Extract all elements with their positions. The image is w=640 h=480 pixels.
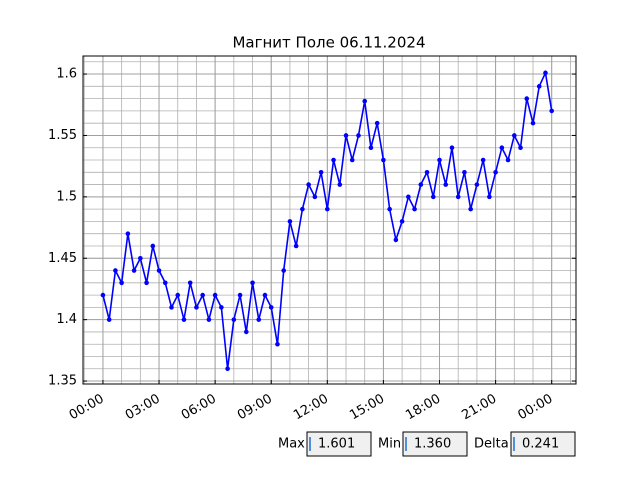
data-point (106, 317, 112, 322)
data-point (175, 292, 181, 298)
data-point (169, 305, 174, 310)
data-point (424, 169, 430, 175)
data-point (268, 305, 274, 310)
data-point (306, 182, 311, 187)
data-point (219, 305, 224, 310)
stat-value: 1.601 (318, 437, 355, 452)
data-point (487, 194, 492, 200)
data-point (287, 219, 293, 224)
data-point (412, 206, 417, 212)
data-point (437, 157, 442, 163)
plot-frame (82, 55, 577, 385)
data-point (250, 280, 255, 286)
y-tick-label: 1.55 (48, 128, 77, 143)
data-point (449, 145, 455, 151)
data-point (518, 145, 523, 151)
data-point (399, 219, 405, 224)
data-point (318, 169, 324, 175)
data-point (194, 305, 199, 310)
data-point (243, 329, 249, 335)
data-point (206, 317, 212, 322)
data-point (406, 194, 411, 200)
data-point (237, 292, 243, 298)
chart-title: Магнит Поле 06.11.2024 (232, 34, 425, 52)
data-point (362, 98, 368, 104)
data-point (300, 206, 305, 212)
data-point (231, 317, 237, 322)
data-point (387, 206, 392, 212)
y-tick-label: 1.35 (48, 374, 77, 389)
data-point (474, 182, 480, 187)
data-point (275, 341, 280, 347)
data-point (312, 194, 318, 200)
data-point (349, 157, 355, 163)
data-point (511, 133, 517, 138)
data-point (262, 292, 268, 298)
data-point (505, 157, 511, 163)
data-point (162, 280, 168, 286)
stat-box (306, 431, 372, 457)
data-point (468, 206, 473, 212)
data-point (381, 157, 386, 163)
data-point (462, 169, 467, 175)
data-point (125, 231, 131, 236)
y-tick-label: 1.45 (48, 251, 77, 266)
stat-value: 0.241 (522, 437, 559, 452)
data-point (200, 292, 205, 298)
data-point (331, 157, 336, 163)
data-point (549, 108, 554, 114)
y-tick-label: 1.5 (56, 189, 77, 204)
data-point (293, 243, 299, 249)
stat-box (510, 431, 576, 457)
data-point (119, 280, 124, 286)
data-point (443, 182, 449, 187)
data-point (212, 292, 218, 298)
data-point (343, 133, 349, 138)
data-point (225, 366, 230, 372)
data-point (418, 182, 424, 187)
data-point (356, 133, 361, 138)
data-point (499, 145, 505, 151)
data-point (493, 169, 498, 175)
data-point (455, 194, 461, 200)
data-point (524, 96, 530, 101)
stat-label: Delta (474, 437, 509, 452)
data-point (131, 268, 137, 273)
y-tick-label: 1.4 (56, 312, 77, 327)
stat-label: Max (278, 437, 305, 452)
data-point (150, 243, 156, 249)
data-point (480, 157, 486, 163)
data-point (256, 317, 262, 322)
data-point (100, 292, 106, 298)
data-point (374, 120, 380, 126)
stat-value: 1.360 (414, 437, 451, 452)
data-point (368, 145, 374, 151)
data-point (430, 194, 436, 200)
data-point (393, 237, 399, 243)
data-point (337, 182, 343, 187)
data-point (187, 280, 193, 286)
stat-label: Min (378, 437, 401, 452)
data-point (156, 268, 162, 273)
stat-box (402, 431, 468, 457)
data-point (113, 268, 118, 273)
data-point (530, 120, 536, 126)
data-point (543, 70, 548, 76)
data-point (281, 268, 286, 273)
data-point (144, 280, 149, 286)
y-tick-label: 1.6 (56, 67, 77, 82)
data-point (536, 84, 542, 89)
data-point (325, 206, 330, 212)
stats: Max 1.601 Min 1.360 Delta 0.241 (278, 431, 576, 457)
data-point (181, 317, 187, 322)
data-point (138, 255, 143, 261)
